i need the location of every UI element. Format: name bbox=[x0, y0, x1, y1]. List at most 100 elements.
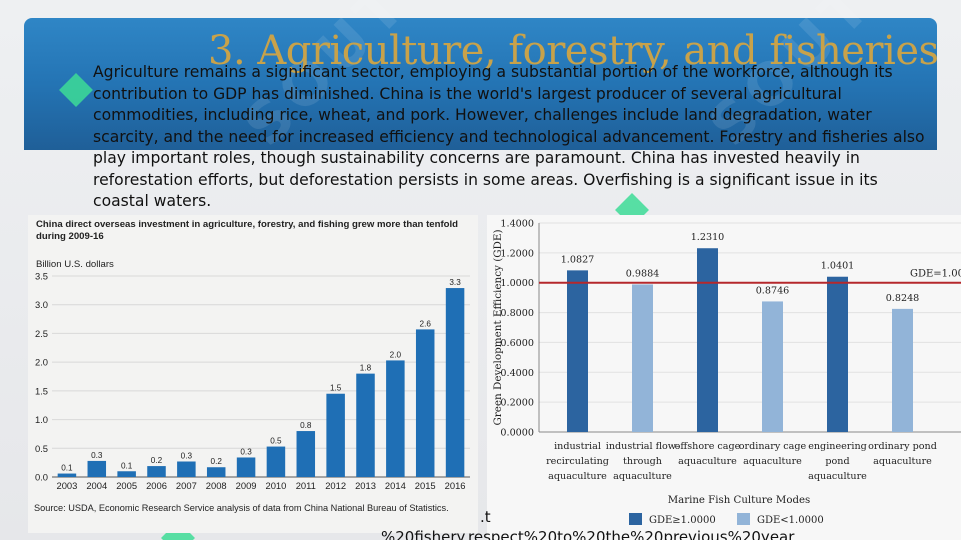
body-text: Agriculture remains a significant sector… bbox=[93, 63, 925, 210]
legend-label: GDE≥1.0000 bbox=[649, 515, 716, 526]
bar bbox=[697, 248, 718, 432]
investment-chart-plot: 0.0 0.5 1.0 1.5 2.0 2.5 3.0 3.5 0.1 2003 0.3 2004 0.… bbox=[35, 271, 470, 491]
text-fragment: %20fishery.respect%20to%20the%20previous… bbox=[381, 528, 795, 540]
x-tick-label: through bbox=[623, 456, 662, 467]
bar bbox=[827, 276, 848, 432]
investment-chart: China direct overseas investment in agri… bbox=[28, 215, 478, 533]
data-label: 0.3 bbox=[91, 451, 103, 460]
data-label: 0.2 bbox=[211, 457, 223, 466]
bar bbox=[567, 270, 588, 432]
y-tick-label: 1.4000 bbox=[500, 219, 534, 230]
y-tick-label: 1.0000 bbox=[500, 278, 534, 289]
y-tick-label: 0.4000 bbox=[500, 368, 534, 379]
y-tick-label: 0.6000 bbox=[500, 338, 534, 349]
x-tick-label: 2006 bbox=[146, 480, 167, 491]
bar bbox=[117, 471, 136, 477]
y-tick-label: 2.0 bbox=[35, 357, 48, 368]
data-label: 0.3 bbox=[181, 451, 193, 460]
y-tick-label: 0.5 bbox=[35, 443, 48, 454]
bar bbox=[632, 284, 653, 432]
x-tick-label: 2013 bbox=[355, 480, 376, 491]
chart-title: China direct overseas investment in agri… bbox=[36, 219, 459, 242]
slide-title: 3. Agriculture, forestry, and fisheries bbox=[208, 28, 939, 74]
bar bbox=[57, 473, 77, 477]
x-tick-label: aquaculture bbox=[743, 456, 802, 467]
x-tick-label: aquaculture bbox=[613, 471, 672, 482]
bar bbox=[206, 467, 226, 477]
data-label: 1.0401 bbox=[821, 261, 855, 272]
x-tick-label: 2014 bbox=[385, 480, 406, 491]
text-fragment: .t bbox=[480, 508, 491, 526]
bar bbox=[296, 431, 316, 477]
data-label: 0.3 bbox=[240, 447, 252, 456]
x-tick-label: 2007 bbox=[176, 480, 197, 491]
x-tick-label: 2012 bbox=[325, 480, 346, 491]
y-tick-label: 0.0000 bbox=[500, 428, 534, 439]
x-tick-label: 2008 bbox=[206, 480, 227, 491]
reference-line-label: GDE=1.0000 bbox=[910, 269, 961, 280]
data-label: 0.8248 bbox=[886, 293, 920, 304]
bar bbox=[87, 460, 107, 477]
x-tick-label: 2003 bbox=[56, 480, 77, 491]
data-label: 1.5 bbox=[330, 384, 342, 393]
x-tick-label: aquaculture bbox=[808, 471, 867, 482]
bar bbox=[266, 446, 286, 477]
data-label: 2.6 bbox=[420, 319, 432, 328]
x-tick-label: 2009 bbox=[236, 480, 257, 491]
x-tick-label: 2010 bbox=[265, 480, 286, 491]
bar bbox=[415, 329, 435, 477]
data-label: 0.1 bbox=[61, 464, 73, 473]
x-tick-label: ordinary cage bbox=[739, 441, 807, 452]
data-label: 0.5 bbox=[270, 437, 282, 446]
header-band bbox=[24, 18, 937, 150]
y-tick-label: 0.8000 bbox=[500, 308, 534, 319]
data-label: 0.9884 bbox=[626, 268, 660, 279]
x-tick-label: engineering bbox=[808, 441, 867, 452]
chart-unit-label: Billion U.S. dollars bbox=[36, 259, 114, 270]
y-axis-label: Green Development Efficiency (GDE) bbox=[492, 229, 504, 425]
bar bbox=[326, 393, 345, 477]
x-tick-label: offshore cage bbox=[675, 441, 741, 452]
data-label: 1.2310 bbox=[691, 232, 725, 243]
x-tick-label: aquaculture bbox=[678, 456, 737, 467]
data-label: 2.0 bbox=[390, 350, 402, 359]
y-tick-label: 3.5 bbox=[35, 271, 48, 282]
chart-source: Source: USDA, Economic Research Service … bbox=[34, 503, 449, 513]
y-tick-label: 0.2000 bbox=[500, 398, 534, 409]
x-tick-label: 2004 bbox=[86, 480, 107, 491]
legend-label: GDE<1.0000 bbox=[757, 515, 824, 526]
x-tick-label: ordinary pond bbox=[868, 441, 937, 452]
x-tick-label: industrial bbox=[554, 441, 601, 452]
bar bbox=[177, 461, 196, 477]
y-tick-label: 0.0 bbox=[35, 472, 48, 483]
data-label: 0.1 bbox=[121, 461, 133, 470]
bar bbox=[386, 360, 405, 477]
bar bbox=[147, 466, 166, 477]
gde-chart-plot: 0.0000 0.2000 0.4000 0.6000 0.8000 1.0000 1.20… bbox=[492, 219, 961, 526]
y-tick-label: 1.5 bbox=[35, 385, 48, 396]
data-label: 0.2 bbox=[151, 456, 163, 465]
y-tick-label: 2.5 bbox=[35, 328, 48, 339]
y-tick-label: 1.0 bbox=[35, 414, 48, 425]
x-tick-label: 2005 bbox=[116, 480, 137, 491]
bar bbox=[762, 301, 783, 432]
legend-swatch bbox=[629, 513, 642, 525]
data-label: 0.8 bbox=[300, 421, 312, 430]
bar bbox=[445, 288, 465, 477]
bar bbox=[356, 373, 375, 477]
x-tick-label: industrial flow- bbox=[606, 441, 679, 452]
data-label: 1.0827 bbox=[561, 254, 595, 265]
data-label: 1.8 bbox=[360, 364, 372, 373]
x-tick-label: recirculating bbox=[546, 456, 609, 467]
legend-swatch bbox=[737, 513, 750, 525]
bar bbox=[236, 457, 256, 477]
x-tick-label: 2015 bbox=[415, 480, 436, 491]
x-tick-label: aquaculture bbox=[873, 456, 932, 467]
data-label: 0.8746 bbox=[756, 285, 790, 296]
x-tick-label: 2016 bbox=[445, 480, 466, 491]
x-tick-label: pond bbox=[825, 456, 849, 467]
y-tick-label: 1.2000 bbox=[500, 248, 534, 259]
y-tick-label: 3.0 bbox=[35, 299, 48, 310]
gde-chart: 0.0000 0.2000 0.4000 0.6000 0.8000 1.0000 1.20… bbox=[487, 215, 961, 540]
